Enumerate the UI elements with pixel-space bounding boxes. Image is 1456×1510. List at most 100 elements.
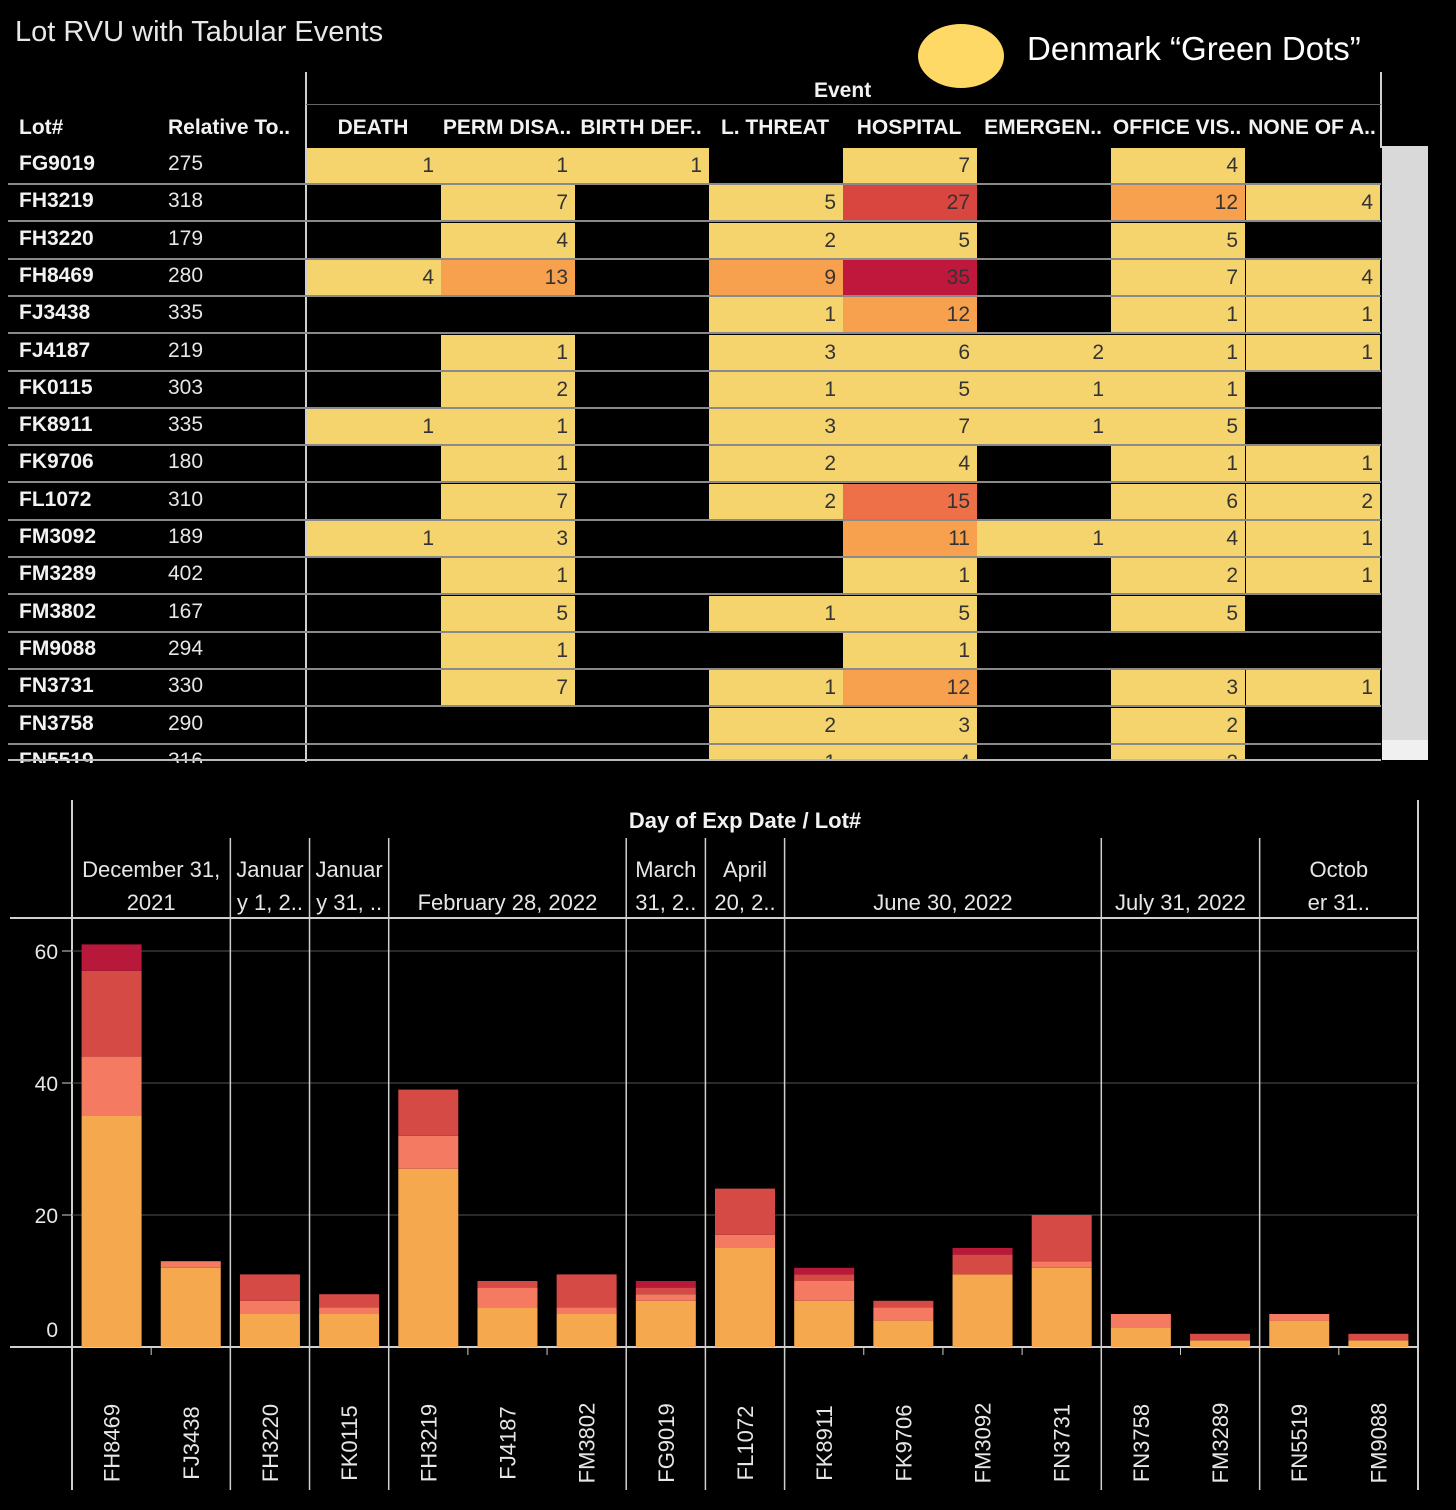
table-cell: 1 xyxy=(441,148,575,183)
bar-segment xyxy=(952,1254,1013,1275)
column-header[interactable]: HOSPITAL xyxy=(856,116,962,139)
bar-segment xyxy=(635,1294,696,1301)
x-tick-label: FN3758 xyxy=(1129,1404,1154,1482)
row-divider xyxy=(8,593,1381,596)
table-row-lot: FM3289 xyxy=(19,562,97,586)
x-tick-label: FJ3438 xyxy=(179,1406,204,1479)
table-cell: 6 xyxy=(843,334,977,370)
table-cell: 2 xyxy=(709,707,843,743)
date-group-label: y 31, .. xyxy=(316,890,382,915)
bar-segment xyxy=(715,1234,775,1248)
table-row-relative: 294 xyxy=(168,636,204,660)
chart-header-title: Day of Exp Date / Lot# xyxy=(629,808,861,833)
event-header: Event xyxy=(814,79,872,102)
y-tick-label: 60 xyxy=(35,941,58,964)
date-group-label: Januar xyxy=(236,857,303,882)
bar-segment xyxy=(556,1307,617,1314)
bar-segment xyxy=(794,1281,855,1301)
bar-segment xyxy=(477,1307,538,1347)
row-divider xyxy=(8,481,1381,484)
row-divider xyxy=(8,369,1381,372)
column-header[interactable]: EMERGEN.. xyxy=(984,116,1102,139)
bar-segment xyxy=(1348,1333,1409,1341)
table-cell: 1 xyxy=(1111,446,1245,482)
bar-segment xyxy=(556,1314,617,1347)
date-group-label: 31, 2.. xyxy=(635,890,696,915)
x-tick-label: FM3802 xyxy=(575,1403,600,1484)
column-header[interactable]: BIRTH DEF.. xyxy=(580,116,702,139)
row-divider xyxy=(8,183,1381,185)
x-tick-label: FH8469 xyxy=(100,1404,125,1482)
column-header[interactable]: L. THREAT xyxy=(720,116,830,139)
table-row-relative: 335 xyxy=(168,301,204,325)
table-cell: 13 xyxy=(441,259,575,295)
scrollbar[interactable] xyxy=(1382,146,1428,740)
table-cell: 1 xyxy=(441,446,575,482)
row-divider xyxy=(8,705,1381,708)
x-tick-label: FL1072 xyxy=(733,1406,758,1481)
table-cell: 35 xyxy=(843,259,977,295)
table-cell: 15 xyxy=(843,483,977,519)
column-header[interactable]: OFFICE VIS.. xyxy=(1112,116,1242,139)
table-row-relative: 303 xyxy=(168,375,204,399)
table-cell: 1 xyxy=(709,744,843,759)
bar-segment xyxy=(319,1294,380,1308)
y-tick-label: 40 xyxy=(35,1073,58,1096)
bar-segment xyxy=(398,1089,459,1136)
bar-segment xyxy=(239,1300,300,1314)
table-cell: 1 xyxy=(1111,371,1245,407)
table-cell: 5 xyxy=(1111,222,1245,258)
table-cell: 2 xyxy=(709,222,843,258)
bar-segment xyxy=(1269,1314,1330,1321)
table-cell: 1 xyxy=(441,632,575,668)
table-cell: 2 xyxy=(441,371,575,407)
table-cell: 3 xyxy=(709,409,843,445)
bar-segment xyxy=(81,944,142,971)
table-cell: 2 xyxy=(709,446,843,482)
bar-segment xyxy=(160,1267,221,1347)
date-group-label: December 31, xyxy=(82,857,220,882)
table-cell: 1 xyxy=(843,558,977,594)
table-cell: 4 xyxy=(1111,521,1245,556)
table-row-lot: FK8911 xyxy=(19,413,93,437)
table-cell: 1 xyxy=(1246,558,1380,594)
table-cell: 1 xyxy=(709,297,843,333)
bar-segment xyxy=(1190,1340,1251,1347)
row-divider xyxy=(8,406,1381,409)
table-bottom-edge xyxy=(8,759,1381,761)
table-cell: 1 xyxy=(843,632,977,668)
table-cell: 5 xyxy=(843,371,977,407)
table-cell: 2 xyxy=(1111,744,1245,759)
table-cell: 1 xyxy=(441,334,575,370)
bar-segment xyxy=(1031,1261,1092,1268)
table-cell: 5 xyxy=(843,595,977,631)
table-cell: 4 xyxy=(1111,148,1245,183)
table-row-relative: 179 xyxy=(168,226,204,250)
date-group-label: er 31.. xyxy=(1308,890,1370,915)
bar-segment xyxy=(398,1168,459,1347)
table-cell: 1 xyxy=(709,670,843,706)
x-tick-label: FK0115 xyxy=(337,1405,362,1480)
table-cell: 2 xyxy=(1246,483,1380,519)
bar-segment xyxy=(873,1307,934,1321)
table-row-relative: 189 xyxy=(168,525,204,548)
table-cell: 3 xyxy=(1111,670,1245,706)
table-cell: 7 xyxy=(441,670,575,706)
lot-column-header[interactable]: Lot# xyxy=(19,116,64,139)
table-cell: 7 xyxy=(441,185,575,221)
column-header[interactable]: DEATH xyxy=(337,116,409,139)
bar-segment xyxy=(319,1314,380,1347)
table-cell: 1 xyxy=(1246,446,1380,482)
bar-segment xyxy=(1110,1327,1171,1347)
column-header[interactable]: NONE OF A.. xyxy=(1248,116,1376,139)
row-divider xyxy=(8,294,1381,297)
table-cell: 7 xyxy=(843,148,977,183)
table-cell: 2 xyxy=(1111,707,1245,743)
bar-segment xyxy=(556,1274,617,1308)
relative-column-header[interactable]: Relative To.. xyxy=(168,116,291,139)
x-tick-label: FM9088 xyxy=(1366,1403,1391,1484)
scrollbar-thumb[interactable] xyxy=(1382,740,1428,760)
column-header[interactable]: PERM DISA.. xyxy=(442,116,572,139)
table-row-lot: FM3802 xyxy=(19,599,97,623)
x-tick-label: FN5519 xyxy=(1287,1404,1312,1482)
